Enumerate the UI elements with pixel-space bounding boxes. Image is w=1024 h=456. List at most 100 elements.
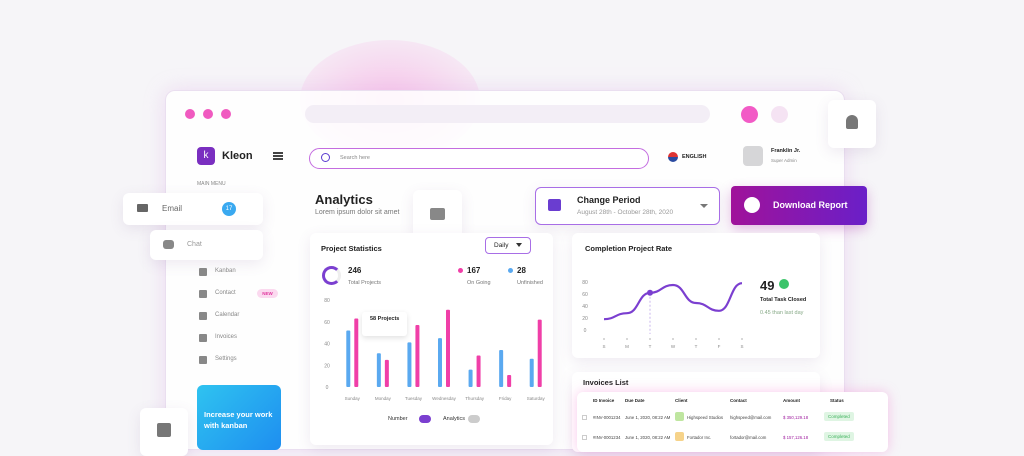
bar-chart: 0 20 40 60 80 Sunday Monday Tuesday Wednesday Thu… — [324, 298, 545, 401]
search-bar[interactable] — [309, 148, 649, 169]
gift-icon — [157, 423, 171, 437]
card-title: Completion Project Rate — [585, 244, 673, 253]
toggle[interactable] — [468, 415, 480, 423]
menu-icon — [199, 334, 207, 342]
address-bar[interactable] — [305, 105, 710, 123]
email-label: Email — [162, 204, 183, 213]
row-checkbox[interactable] — [582, 415, 587, 420]
summary-label: Total Projects — [348, 280, 382, 286]
bar — [507, 375, 512, 387]
extension-icon[interactable] — [741, 106, 758, 123]
toggle-label: Analytics — [443, 416, 466, 422]
search-placeholder: Search here — [340, 155, 370, 161]
menu-icon — [199, 312, 207, 320]
promo-text: Increase your work with kanban — [204, 410, 273, 430]
bar — [384, 359, 389, 387]
y-tick-label: 0 — [326, 385, 329, 391]
x-dot — [718, 338, 720, 340]
brand: Kleon — [222, 150, 253, 162]
language[interactable]: ENGLISH — [682, 154, 707, 160]
window-dot — [203, 109, 213, 119]
dot — [508, 268, 513, 273]
menu-item[interactable]: Kanban — [215, 268, 236, 274]
y-tick-label: 40 — [582, 304, 588, 310]
x-tick-label: F — [718, 344, 721, 349]
page-subtitle: Lorem ipsum dolor sit amet — [315, 209, 400, 216]
logo[interactable]: k — [197, 147, 215, 165]
period-range: August 28th - October 28th, 2020 — [577, 209, 674, 216]
flag — [668, 152, 678, 162]
menu-item[interactable]: Contact — [215, 290, 236, 296]
x-tick-label: Monday — [375, 396, 392, 401]
menu-icon — [199, 356, 207, 364]
bar — [499, 350, 504, 387]
x-tick-label: M — [625, 344, 629, 349]
cell: Highspeed Studios — [687, 415, 724, 420]
column-header: ID Invoice — [593, 398, 615, 403]
menu-item[interactable]: Settings — [215, 356, 237, 362]
filter-dropdown[interactable] — [485, 237, 531, 254]
cell: $ 157,126.18 — [783, 435, 809, 440]
line-chart: 0 20 40 60 80 S M T W T F S — [582, 280, 743, 349]
column-header: Client — [675, 398, 688, 403]
filter-caret — [516, 243, 522, 250]
x-dot — [695, 338, 697, 340]
x-tick-label: Thursday — [465, 396, 485, 401]
card-title: Invoices List — [583, 378, 629, 387]
bar — [415, 325, 420, 387]
column-header: Amount — [783, 398, 800, 403]
line — [603, 282, 743, 321]
bar — [468, 369, 473, 387]
client-logo — [675, 412, 684, 421]
menu-section: MAIN MENU — [197, 181, 226, 187]
promo-card[interactable] — [197, 385, 281, 450]
avatar[interactable] — [743, 146, 763, 166]
tooltip-text: 58 Projects — [370, 316, 400, 322]
bar — [537, 319, 542, 387]
calendar-icon — [548, 199, 561, 211]
profile-icon[interactable] — [771, 106, 788, 123]
row-checkbox[interactable] — [582, 435, 587, 440]
badge: NEW — [257, 289, 278, 298]
cell: #INV-0001234 — [593, 415, 621, 420]
menu-toggle[interactable] — [273, 152, 283, 160]
x-tick-label: S — [602, 344, 605, 349]
email-icon — [137, 204, 148, 212]
y-tick-label: 60 — [324, 320, 330, 326]
x-tick-label: Friday — [499, 396, 512, 401]
window-dot — [221, 109, 231, 119]
highlight-point — [647, 289, 653, 296]
x-dot — [741, 338, 743, 340]
column-header: Contact — [730, 398, 747, 403]
bar — [476, 355, 481, 387]
cell: $ 350,129.18 — [783, 415, 809, 420]
completion-label: Total Task Closed — [760, 297, 807, 303]
menu-item[interactable]: Invoices — [215, 334, 238, 340]
completion-value: 49 — [760, 278, 775, 293]
filter-label: Daily — [494, 242, 509, 249]
x-dot — [626, 338, 628, 340]
summary-label: On Going — [467, 280, 491, 286]
y-tick-label: 60 — [582, 292, 588, 298]
search-icon — [321, 153, 330, 162]
bar — [354, 318, 359, 387]
menu-item[interactable]: Calendar — [215, 312, 240, 318]
dot — [458, 268, 463, 273]
cell: Fortador Inc. — [687, 435, 712, 440]
summary-value: 28 — [517, 266, 526, 275]
cell: fortador@mail.com — [730, 435, 767, 440]
column-header: Due Date — [625, 398, 645, 403]
x-dot — [603, 338, 605, 340]
chart-tooltip — [362, 312, 407, 336]
y-tick-label: 0 — [584, 328, 587, 334]
x-tick-label: Wednesday — [432, 396, 456, 401]
user-name: Franklin Jr. — [771, 148, 801, 154]
cell: #INV-0001234 — [593, 435, 621, 440]
period-picker[interactable] — [535, 187, 720, 225]
x-tick-label: S — [740, 344, 743, 349]
page-title: Analytics — [315, 192, 373, 207]
bar — [446, 309, 450, 387]
toggle[interactable] — [419, 415, 431, 423]
ring-icon — [322, 266, 341, 285]
email-count: 17 — [222, 202, 236, 216]
